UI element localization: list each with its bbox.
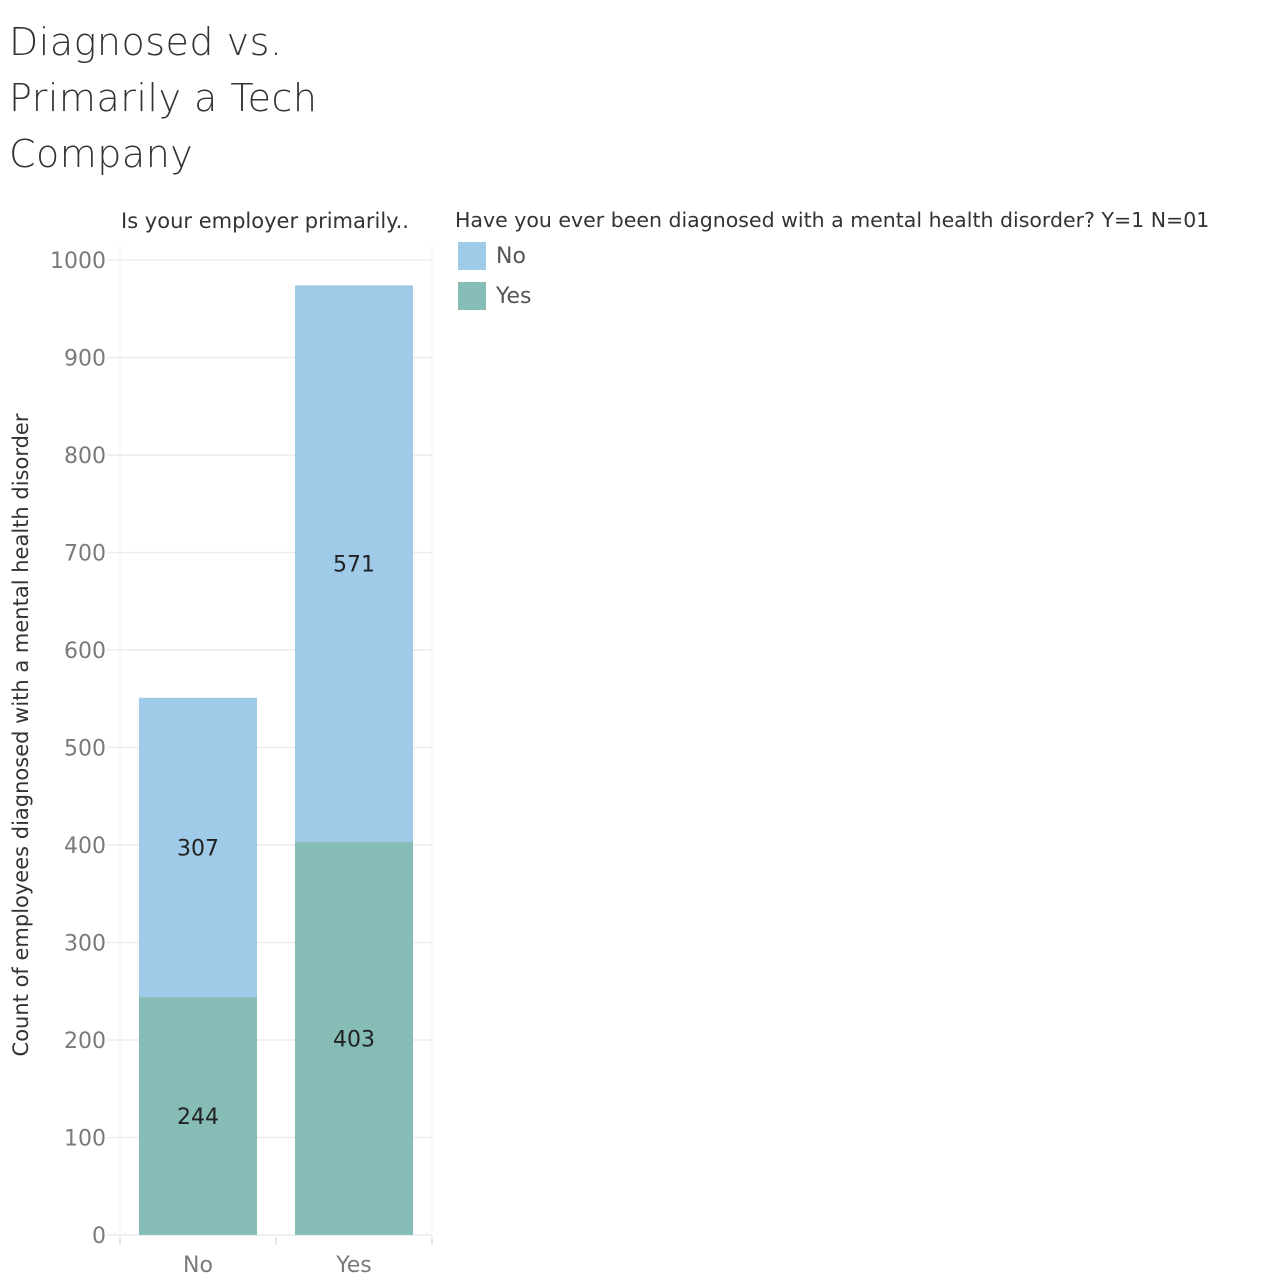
y-tick-label: 500: [64, 737, 106, 762]
legend: No Yes: [458, 242, 532, 322]
data-labels: 244 307 403 571: [177, 553, 375, 1130]
legend-label: No: [496, 243, 526, 269]
y-tick-label: 900: [64, 347, 106, 372]
data-label: 571: [333, 553, 375, 578]
y-axis-ticks: 0 100 200 300 400 500 600 700 800 900 1000: [50, 249, 106, 1249]
bar-yes-yes[interactable]: [295, 842, 413, 1235]
bars: [139, 285, 413, 1235]
legend-item-yes[interactable]: Yes: [458, 282, 532, 310]
data-label: 403: [333, 1028, 375, 1053]
column-header: Is your employer primarily..: [121, 209, 409, 233]
bar-no-no[interactable]: [139, 697, 257, 998]
legend-title: Have you ever been diagnosed with a ment…: [455, 208, 1210, 232]
y-axis-title: Count of employees diagnosed with a ment…: [9, 413, 33, 1056]
y-tick-label: 1000: [50, 249, 106, 274]
y-tick-label: 600: [64, 639, 106, 664]
legend-label: Yes: [496, 283, 532, 309]
x-category-label: Yes: [335, 1253, 372, 1278]
y-tick-label: 200: [64, 1029, 106, 1054]
y-tick-label: 800: [64, 444, 106, 469]
y-tick-label: 700: [64, 542, 106, 567]
data-label: 244: [177, 1105, 219, 1130]
legend-item-no[interactable]: No: [458, 242, 532, 270]
legend-swatch: [458, 242, 486, 270]
bar-no-yes[interactable]: [139, 997, 257, 1235]
y-tick-label: 100: [64, 1127, 106, 1152]
chart-title: Diagnosed vs. Primarily a Tech Company: [9, 20, 318, 176]
bar-yes-no[interactable]: [295, 285, 413, 843]
x-axis-categories: No Yes: [183, 1253, 372, 1278]
y-tick-label: 0: [92, 1224, 106, 1249]
data-label: 307: [177, 836, 219, 861]
y-tick-label: 300: [64, 932, 106, 957]
legend-swatch: [458, 282, 486, 310]
x-category-label: No: [183, 1253, 213, 1278]
y-tick-label: 400: [64, 834, 106, 859]
